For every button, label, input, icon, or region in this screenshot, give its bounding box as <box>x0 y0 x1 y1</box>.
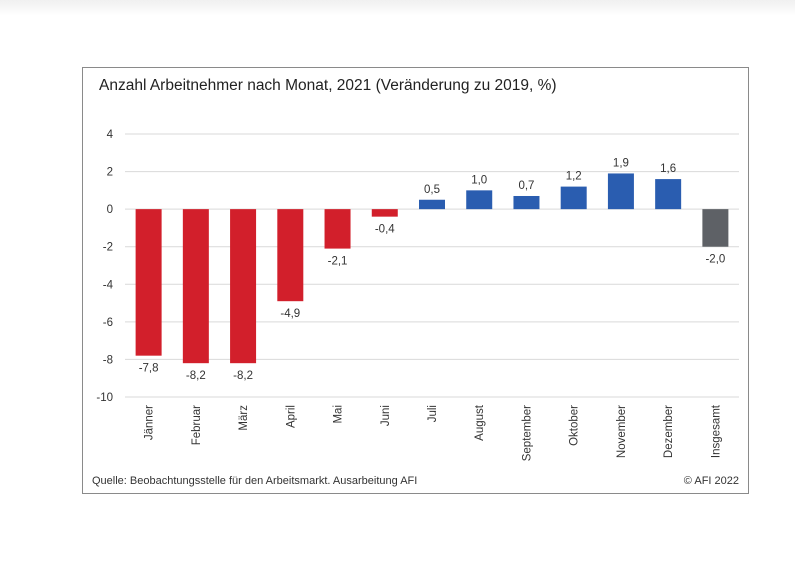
category-label: Dezember <box>663 405 675 458</box>
category-label: März <box>238 405 250 431</box>
y-tick-label: -10 <box>96 392 113 404</box>
bar-mai <box>324 209 351 249</box>
y-tick-label: 2 <box>107 167 113 179</box>
chart-title: Anzahl Arbeitnehmer nach Monat, 2021 (Ve… <box>99 77 557 94</box>
y-tick-label: -2 <box>103 242 113 254</box>
category-label: Februar <box>191 405 203 445</box>
data-label: 1,6 <box>660 163 676 175</box>
data-label: 0,7 <box>518 180 534 192</box>
category-label: September <box>521 405 533 461</box>
bar-november <box>607 173 634 210</box>
y-tick-label: 0 <box>107 204 113 216</box>
page-top-shadow <box>0 0 795 16</box>
bar-jänner <box>135 209 162 356</box>
bar-oktober <box>560 186 587 210</box>
category-label: November <box>616 405 628 458</box>
bar-chart: 4 2 0 -2 -4 -6 -8 -10 -7,8 -8,2 -8,2 -4,9 -2,1 -0,4 0… <box>96 129 739 461</box>
data-label: -2,0 <box>705 254 725 266</box>
y-tick-label: -8 <box>103 354 113 366</box>
category-label: April <box>285 405 297 428</box>
data-label: 0,5 <box>424 184 440 196</box>
data-label: 1,9 <box>613 157 629 169</box>
bar-dezember <box>655 179 682 210</box>
category-label: Insgesamt <box>710 404 722 458</box>
data-label: 1,2 <box>566 171 582 183</box>
bar-april <box>277 209 304 302</box>
data-label: -7,8 <box>139 363 159 375</box>
category-label: Jänner <box>144 405 156 440</box>
bar-märz <box>230 209 257 364</box>
data-label: -2,1 <box>328 256 348 268</box>
chart-frame: Anzahl Arbeitnehmer nach Monat, 2021 (Ve… <box>82 67 749 494</box>
data-label: -4,9 <box>280 308 300 320</box>
y-tick-label: -4 <box>103 279 114 291</box>
y-tick-label: -6 <box>103 317 113 329</box>
bar-insgesamt <box>702 209 729 247</box>
bar-juli <box>419 199 445 210</box>
category-label: Juli <box>427 405 439 422</box>
category-label: Mai <box>333 405 345 424</box>
bar-juni <box>371 209 398 217</box>
data-label: -8,2 <box>233 370 253 382</box>
category-label: Oktober <box>569 405 581 446</box>
bar-september <box>513 195 540 210</box>
bar-februar <box>182 209 209 364</box>
bar-august <box>466 190 493 210</box>
source-note: Quelle: Beobachtungsstelle für den Arbei… <box>92 475 418 487</box>
category-label: August <box>474 404 486 441</box>
copyright-note: © AFI 2022 <box>683 475 739 487</box>
data-label: 1,0 <box>471 174 487 186</box>
data-label: -8,2 <box>186 370 206 382</box>
data-label: -0,4 <box>375 224 395 236</box>
category-label: Juni <box>380 405 392 426</box>
y-tick-label: 4 <box>107 129 114 141</box>
